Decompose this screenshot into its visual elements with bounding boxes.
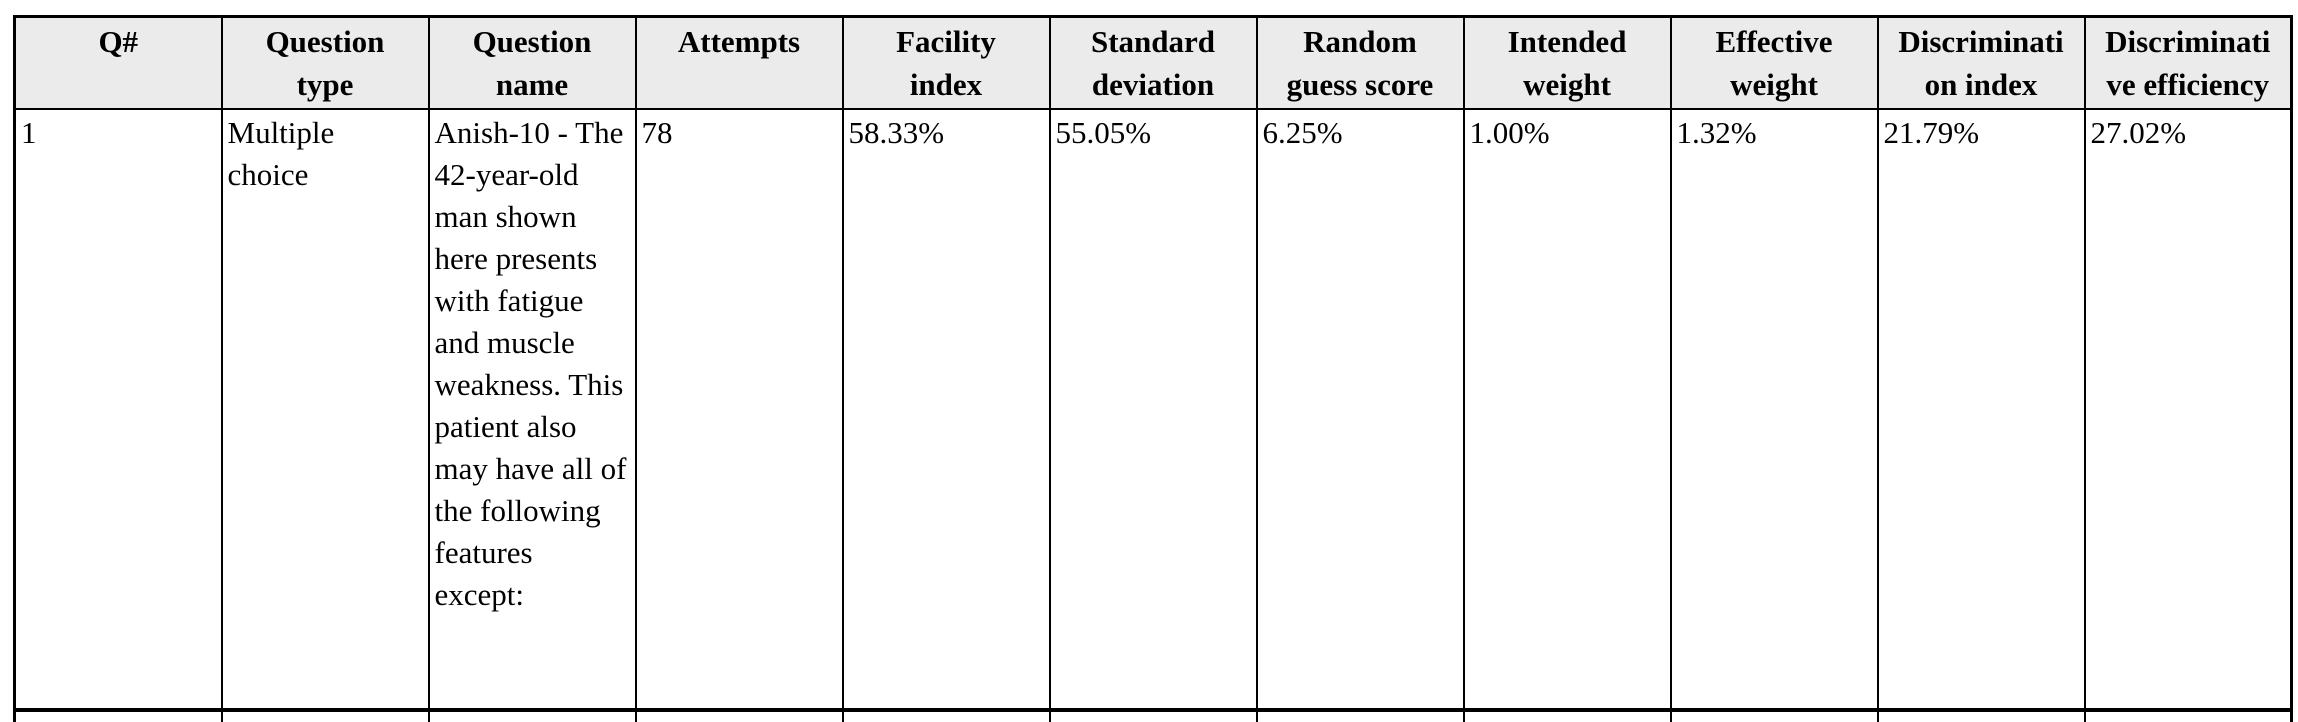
column-header-effective-weight: Effective weight xyxy=(1669,15,1879,110)
column-header-question-type: Question type xyxy=(220,15,430,110)
column-header-facility-index: Facility index xyxy=(841,15,1051,110)
cell-empty xyxy=(427,709,637,722)
cell-empty xyxy=(1669,709,1879,722)
column-header-question-name: Question name xyxy=(427,15,637,110)
column-header-intended-weight: Intended weight xyxy=(1462,15,1672,110)
cell-intended-weight: 1.00% xyxy=(1462,108,1672,712)
cell-empty xyxy=(2083,709,2293,722)
table-body: 1 Multiple choice Anish-10 - The 42-year… xyxy=(13,108,2293,722)
cell-empty xyxy=(1462,709,1672,722)
cell-empty xyxy=(841,709,1051,722)
table-container: Q# Question type Question name Attempts … xyxy=(13,15,2298,722)
cell-random-guess-score: 6.25% xyxy=(1255,108,1465,712)
cell-question-number: 1 xyxy=(13,108,223,712)
table-row-partial xyxy=(13,709,2293,722)
column-header-random-guess-score: Random guess score xyxy=(1255,15,1465,110)
cell-question-name: Anish-10 - The 42-year-old man shown her… xyxy=(427,108,637,712)
header-row: Q# Question type Question name Attempts … xyxy=(13,15,2293,110)
question-statistics-table: Q# Question type Question name Attempts … xyxy=(13,15,2293,722)
column-header-discrimination-index: Discriminati on index xyxy=(1876,15,2086,110)
cell-empty xyxy=(1048,709,1258,722)
column-header-standard-deviation: Standard deviation xyxy=(1048,15,1258,110)
column-header-question-number: Q# xyxy=(13,15,223,110)
cell-standard-deviation: 55.05% xyxy=(1048,108,1258,712)
table-row: 1 Multiple choice Anish-10 - The 42-year… xyxy=(13,108,2293,712)
cell-question-type: Multiple choice xyxy=(220,108,430,712)
cell-discriminative-efficiency: 27.02% xyxy=(2083,108,2293,712)
column-header-discriminative-efficiency: Discriminati ve efficiency xyxy=(2083,15,2293,110)
cell-effective-weight: 1.32% xyxy=(1669,108,1879,712)
cell-empty xyxy=(1255,709,1465,722)
cell-empty xyxy=(220,709,430,722)
cell-empty xyxy=(13,709,223,722)
cell-empty xyxy=(1876,709,2086,722)
cell-empty xyxy=(634,709,844,722)
cell-attempts: 78 xyxy=(634,108,844,712)
column-header-attempts: Attempts xyxy=(634,15,844,110)
cell-facility-index: 58.33% xyxy=(841,108,1051,712)
table-header: Q# Question type Question name Attempts … xyxy=(13,15,2293,110)
cell-discrimination-index: 21.79% xyxy=(1876,108,2086,712)
